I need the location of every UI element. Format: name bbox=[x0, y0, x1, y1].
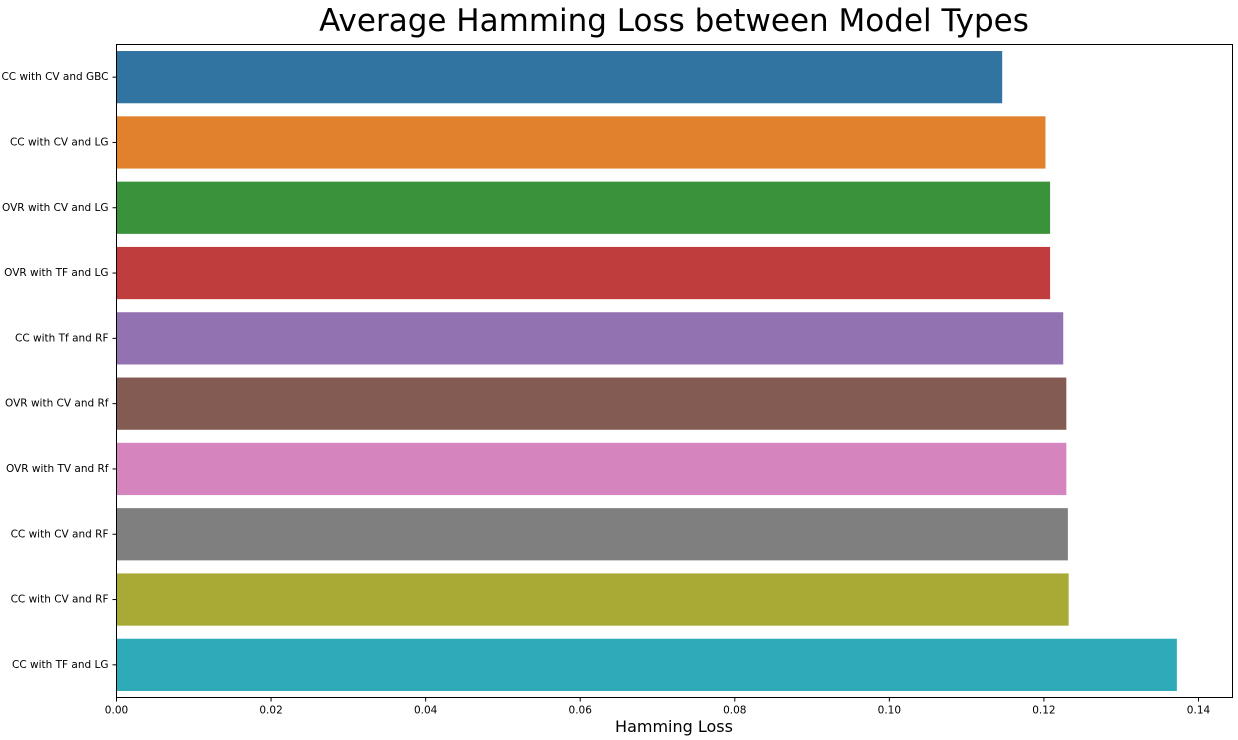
x-tick-label: 0.10 bbox=[878, 705, 901, 717]
bar-3 bbox=[116, 181, 1051, 234]
x-axis-ticks: 0.00 0.02 0.04 0.06 0.08 0.10 0.12 0.14 bbox=[105, 697, 1211, 717]
y-tick-label: CC with Tf and RF bbox=[15, 332, 109, 344]
x-tick-label: 0.06 bbox=[569, 705, 593, 717]
y-tick-label: OVR with TF and LG bbox=[4, 267, 108, 279]
x-tick-label: 0.12 bbox=[1032, 705, 1055, 717]
y-tick-label: OVR with CV and LG bbox=[2, 202, 108, 214]
y-tick-label: CC with CV and RF bbox=[11, 594, 109, 606]
x-tick-label: 0.14 bbox=[1187, 705, 1211, 717]
x-tick-label: 0.02 bbox=[259, 705, 282, 717]
bar-1 bbox=[116, 51, 1003, 104]
bar-10 bbox=[116, 638, 1177, 691]
chart-title: Average Hamming Loss between Model Types bbox=[319, 3, 1029, 39]
bar-4 bbox=[116, 246, 1051, 300]
y-tick-label: CC with CV and GBC bbox=[1, 71, 108, 83]
bar-7 bbox=[116, 442, 1067, 496]
x-axis-label: Hamming Loss bbox=[615, 717, 733, 736]
bars-group bbox=[116, 51, 1177, 691]
x-tick-label: 0.08 bbox=[723, 705, 746, 717]
bar-6 bbox=[116, 377, 1067, 430]
bar-9 bbox=[116, 573, 1069, 626]
x-tick-label: 0.00 bbox=[105, 705, 128, 717]
bar-8 bbox=[116, 508, 1068, 561]
x-tick-label: 0.04 bbox=[414, 705, 438, 717]
bar-2 bbox=[116, 116, 1046, 169]
y-tick-label: CC with TF and LG bbox=[12, 659, 108, 671]
plot-frame bbox=[116, 44, 1233, 698]
y-tick-label: OVR with CV and Rf bbox=[5, 398, 109, 410]
y-tick-label: CC with CV and RF bbox=[11, 528, 109, 540]
y-tick-label: OVR with TV and Rf bbox=[6, 463, 109, 475]
y-tick-label: CC with CV and LG bbox=[10, 136, 109, 148]
y-axis-ticks: CC with CV and GBC CC with CV and LG OVR w… bbox=[1, 71, 117, 671]
bar-5 bbox=[116, 312, 1064, 365]
